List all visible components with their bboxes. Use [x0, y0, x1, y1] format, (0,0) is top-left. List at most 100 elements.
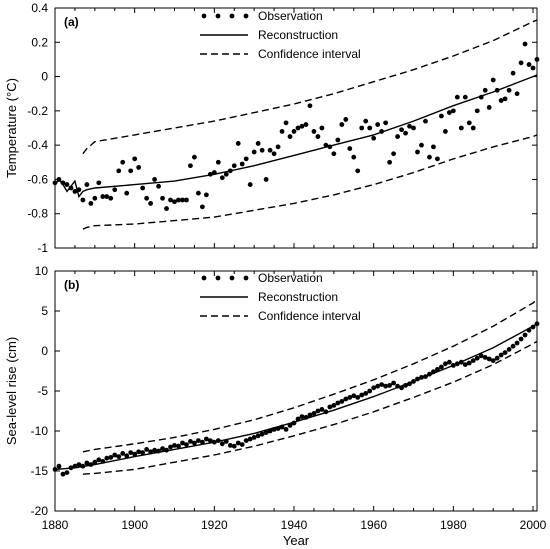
observation-point [331, 403, 337, 408]
observation-point [395, 134, 400, 139]
observation-point [319, 407, 325, 412]
observation-point [188, 439, 193, 444]
observation-point [407, 123, 412, 129]
observation-point [227, 443, 233, 448]
observation-point [116, 168, 122, 174]
observation-point [255, 141, 261, 146]
observation-point [415, 149, 420, 155]
observation-point [363, 391, 369, 396]
observation-point [92, 195, 98, 201]
observation-point [383, 120, 389, 126]
plot-frame [54, 270, 538, 512]
observation-point [391, 151, 396, 157]
observation-point [518, 60, 524, 66]
y-tick-label: -0.8 [27, 207, 48, 221]
observation-point [319, 125, 325, 131]
observation-point [132, 156, 138, 162]
observation-point [235, 141, 241, 146]
observation-point [530, 65, 536, 71]
observation-point [502, 96, 508, 102]
observation-point [510, 70, 516, 76]
y-tick-label: 0 [41, 70, 48, 84]
observation-point [470, 358, 476, 363]
y-tick-label: 0 [41, 344, 48, 358]
observation-point [64, 470, 70, 475]
observation-point [239, 161, 245, 167]
x-tick-label: 1880 [42, 518, 69, 532]
y-tick-label: 10 [35, 264, 49, 278]
legend: Observation Reconstruction Confidence inte… [200, 271, 361, 323]
legend-dot [243, 275, 249, 281]
observation-point [399, 127, 404, 133]
panel-a: -1 -0.8 -0.6 -0.4 -0.2 0 0.2 0.4 Temperature (°C… [4, 1, 540, 255]
observation-point [387, 159, 393, 165]
observation-point [498, 352, 504, 358]
observation-point [148, 201, 154, 206]
observation-point [104, 455, 110, 461]
x-tick-label: 1920 [201, 518, 228, 532]
observation-point [343, 117, 349, 122]
observation-point [275, 144, 281, 150]
observation-point [56, 463, 62, 469]
observation-point [263, 430, 269, 435]
observation-point [462, 362, 468, 367]
observation-point [490, 77, 496, 83]
observation-point [486, 356, 492, 362]
observation-point [498, 98, 504, 103]
observation-point [423, 118, 428, 124]
observation-point [267, 147, 273, 153]
observation-point [339, 399, 345, 404]
legend-confidence: Confidence interval [258, 309, 361, 323]
observation-point [156, 183, 161, 189]
observation-point [243, 438, 249, 443]
x-tick-label: 1960 [360, 518, 387, 532]
observation-point [259, 431, 265, 437]
confidence-interval-line [82, 299, 538, 453]
observation-point [514, 340, 520, 346]
observation-point [199, 439, 205, 445]
observation-point [351, 393, 357, 399]
observation-point [192, 440, 197, 446]
x-axis-title: Year [283, 533, 310, 548]
observation-point [379, 382, 385, 387]
observation-point [335, 137, 341, 143]
legend-dot [229, 13, 235, 19]
legend-reconstruction: Reconstruction [258, 290, 338, 304]
observation-point [454, 94, 460, 100]
x-tick-label: 2000 [520, 518, 547, 532]
legend-dot [229, 275, 235, 281]
observation-point [172, 443, 177, 448]
observation-point [112, 452, 118, 458]
observation-point [351, 154, 357, 160]
legend-confidence: Confidence interval [258, 47, 361, 61]
observation-point [64, 182, 70, 187]
observation-point [438, 364, 444, 370]
legend-dot [243, 13, 249, 19]
observation-point [411, 125, 416, 131]
observation-point [502, 350, 508, 355]
observation-point [518, 336, 524, 342]
observation-point [431, 144, 436, 150]
reconstruction-line [54, 74, 538, 199]
observation-series [52, 41, 540, 211]
observation-point [458, 125, 464, 131]
x-tick-label: 1900 [121, 518, 148, 532]
observation-point [359, 125, 365, 131]
observation-point [128, 450, 134, 455]
observation-point [279, 129, 285, 134]
observation-point [84, 460, 90, 466]
observation-point [303, 122, 309, 127]
observation-point [307, 103, 313, 109]
observation-point [84, 182, 90, 187]
observation-point [339, 122, 345, 127]
observation-point [136, 165, 142, 170]
observation-point [180, 197, 185, 203]
observation-point [188, 163, 193, 169]
observation-point [271, 151, 277, 157]
observation-point [199, 204, 205, 210]
observation-point [168, 444, 173, 450]
y-tick-label: 5 [41, 304, 48, 318]
observation-point [104, 194, 110, 199]
y-tick-label: -0.6 [27, 172, 48, 186]
observation-point [283, 120, 289, 126]
